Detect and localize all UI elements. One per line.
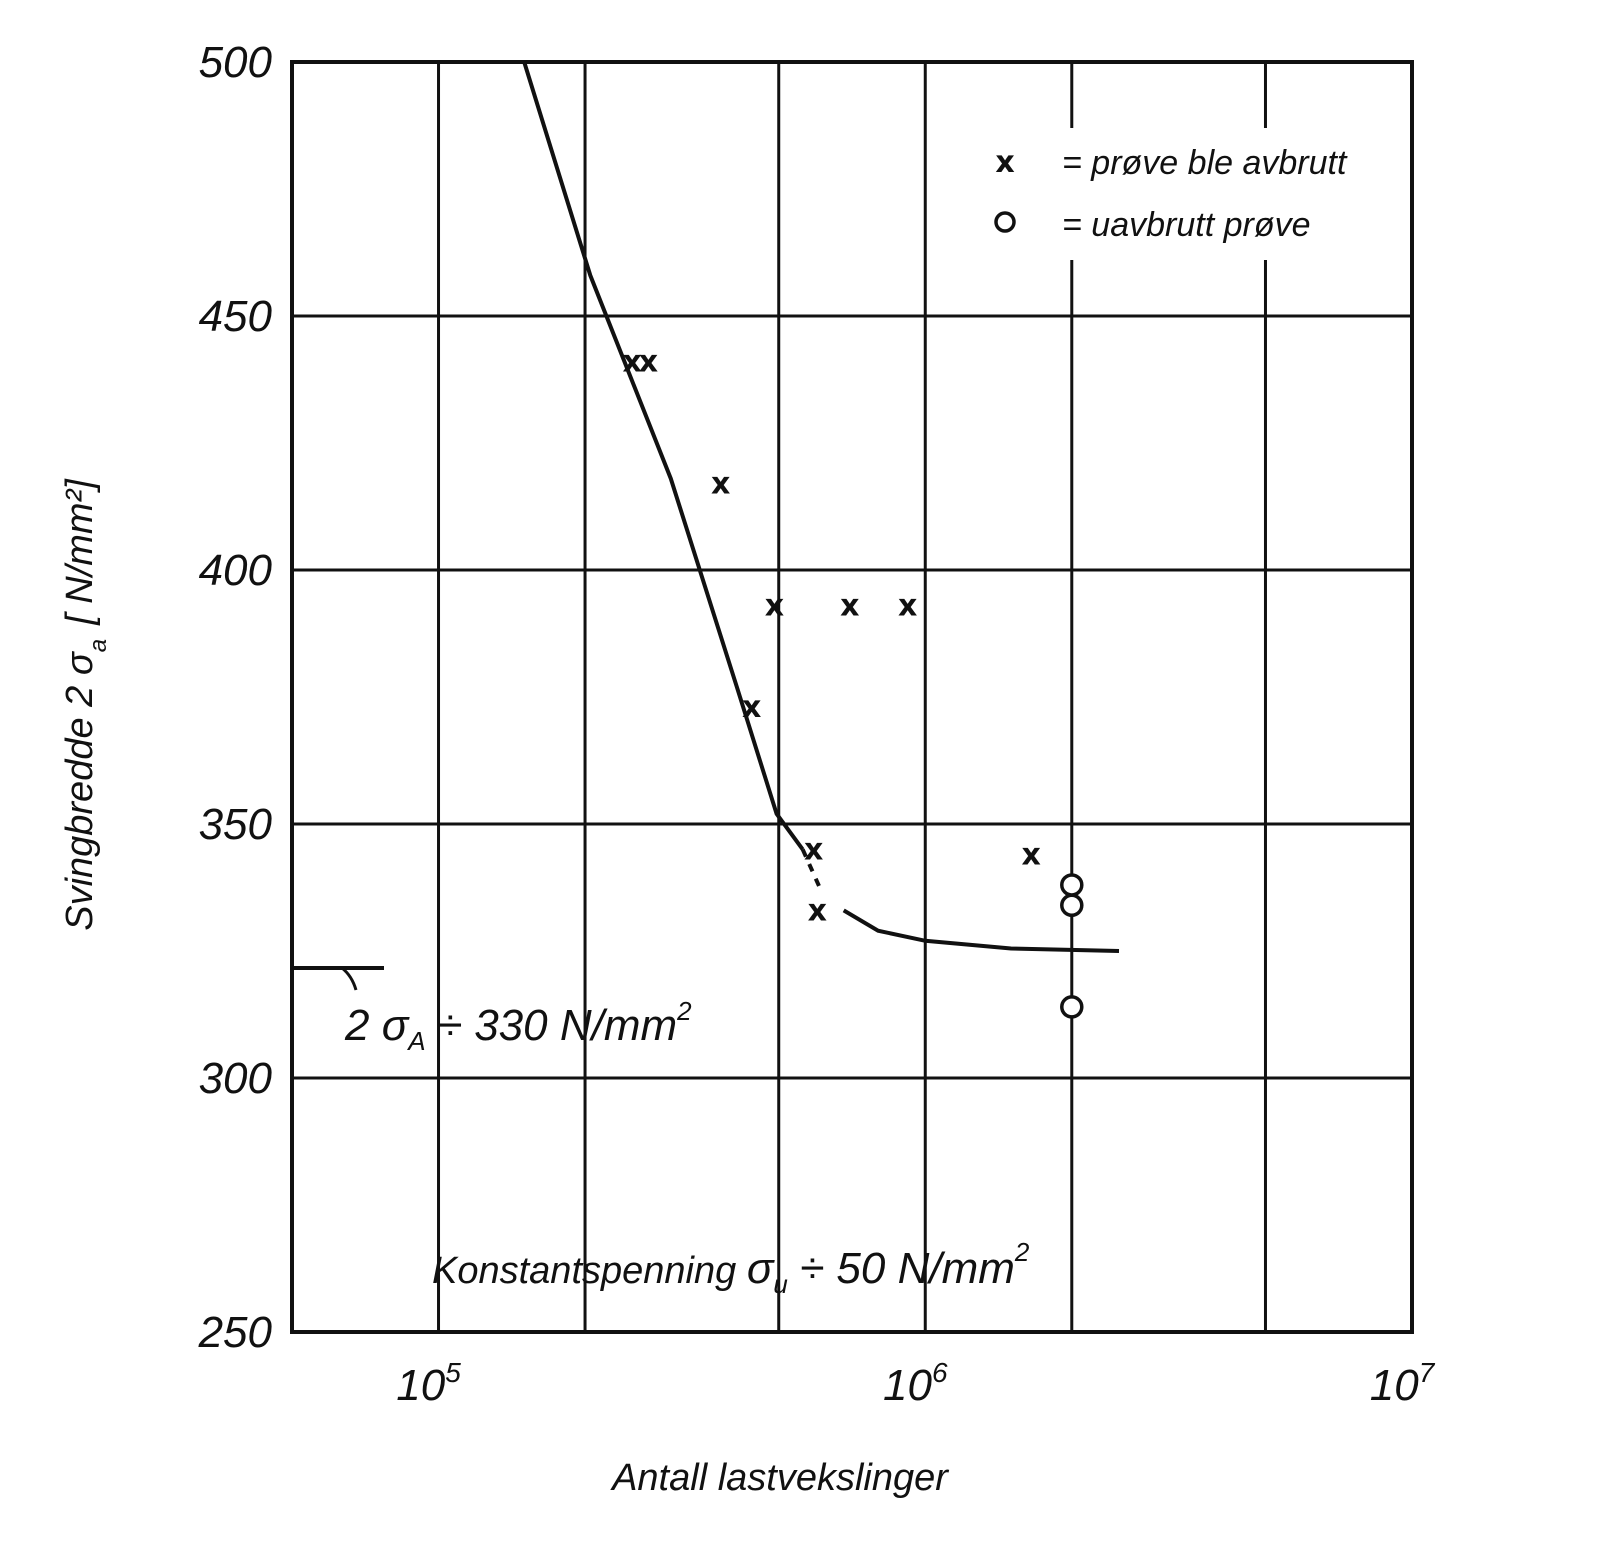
constant-sup: 2: [1014, 1237, 1030, 1267]
y-axis-title-subscript: a: [85, 639, 112, 652]
constant-prefix: Konstantspenning: [432, 1250, 747, 1292]
legend-background: [968, 128, 1406, 260]
point-aborted: x: [711, 467, 730, 502]
legend-x-marker: x: [995, 145, 1014, 180]
y-axis-title-prefix: Svingbredde 2: [59, 675, 101, 931]
x-tick-labels: 105 106 107: [396, 1357, 1435, 1410]
x-tick-label: 105: [396, 1357, 461, 1410]
x-tick-label: 106: [883, 1357, 948, 1410]
y-tick-label: 350: [199, 800, 273, 849]
constant-stress-label: Konstantspenning σu ÷ 50 N/mm2: [432, 1237, 1030, 1299]
point-aborted: x: [840, 589, 859, 624]
endurance-symbol: σ: [382, 1001, 410, 1050]
y-tick-label: 400: [199, 546, 273, 595]
point-aborted: x: [804, 832, 823, 867]
curve-dashed: [800, 848, 823, 891]
point-aborted: x: [1021, 837, 1040, 872]
y-axis-title-symbol: σ: [59, 650, 101, 675]
endurance-sup: 2: [676, 996, 692, 1026]
y-tick-labels: 250 300 350 400 450 500: [198, 38, 273, 1357]
legend: x = prøve ble avbrutt = uavbrutt prøve: [968, 128, 1406, 260]
endurance-text: ÷ 330 N/mm: [426, 1001, 678, 1050]
point-aborted: x: [808, 893, 827, 928]
curve-line: [522, 61, 805, 851]
y-tick-label: 500: [199, 38, 273, 87]
point-aborted: x: [765, 589, 784, 624]
constant-symbol: σ: [747, 1244, 775, 1293]
legend-o-marker: [994, 211, 1016, 233]
y-tick-label: 250: [198, 1308, 273, 1357]
x-tick-label: 107: [1370, 1357, 1436, 1410]
point-aborted: x: [742, 690, 761, 725]
y-axis-title-unit: [ N/mm²]: [59, 478, 101, 626]
constant-subscript: u: [773, 1269, 787, 1299]
curves: [522, 61, 1120, 953]
point-aborted: x: [898, 589, 917, 624]
y-tick-label: 300: [199, 1054, 273, 1103]
y-tick-label: 450: [199, 292, 273, 341]
point-unbroken: [1060, 873, 1084, 897]
plot-frame: [290, 60, 1414, 1334]
constant-text: ÷ 50 N/mm: [788, 1244, 1015, 1293]
endurance-subscript: A: [406, 1026, 425, 1056]
point-unbroken: [1060, 893, 1084, 918]
curve-line: [842, 908, 1120, 953]
point-aborted: x: [623, 345, 642, 380]
point-aborted: x: [639, 345, 658, 380]
x-axis-title: Antall lastvekslinger: [610, 1457, 949, 1499]
legend-entry-aborted: = prøve ble avbrutt: [1062, 144, 1348, 182]
endurance-limit-label: 2 σA ÷ 330 N/mm2: [344, 996, 692, 1056]
endurance-limit-leader: [341, 966, 358, 991]
legend-entry-unbroken: = uavbrutt prøve: [1062, 206, 1311, 244]
y-axis-title: Svingbredde 2 σa [ N/mm²]: [59, 478, 112, 931]
endurance-prefix: 2: [344, 1001, 382, 1050]
point-unbroken: [1060, 995, 1084, 1019]
